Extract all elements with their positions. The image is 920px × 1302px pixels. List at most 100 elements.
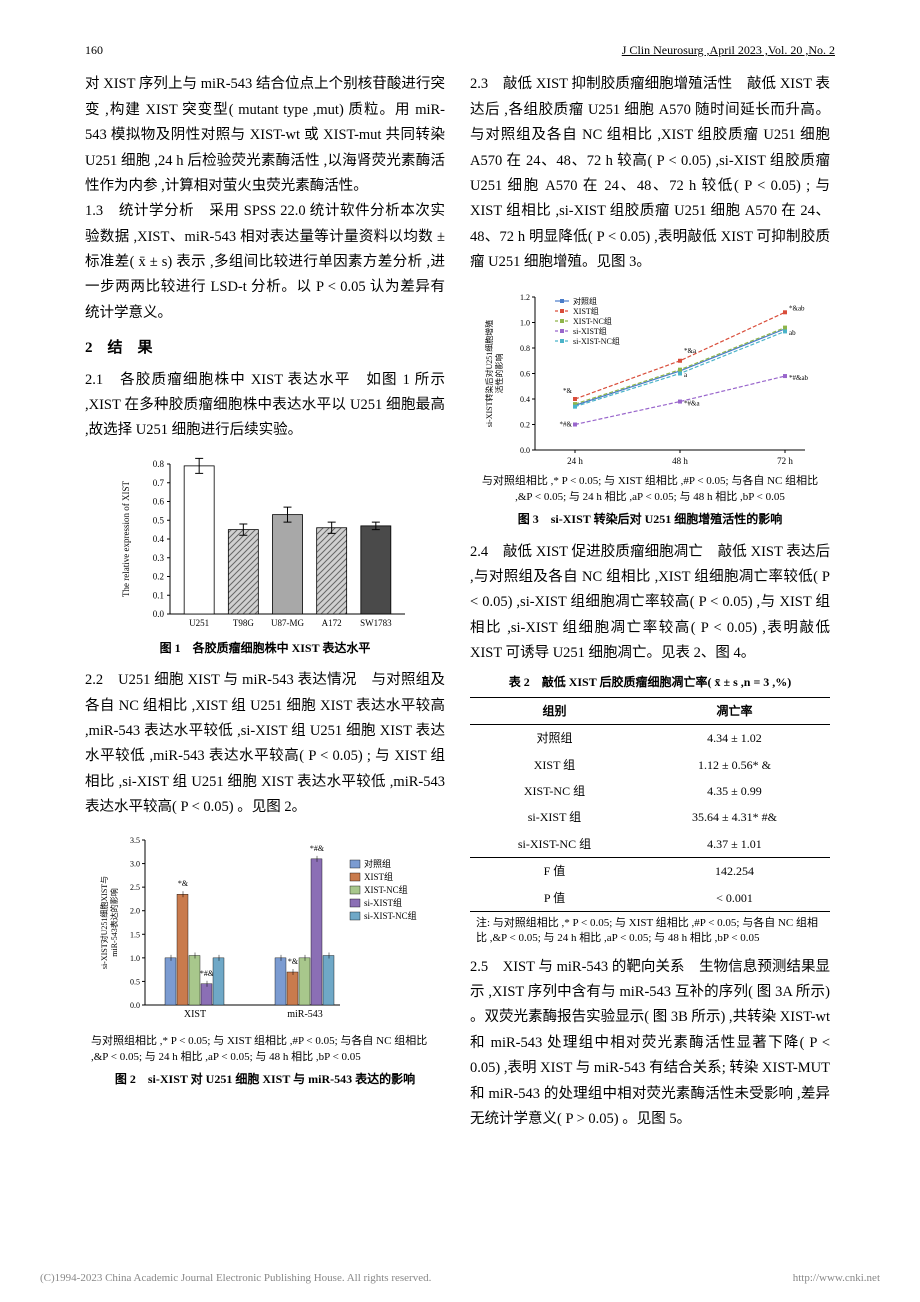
svg-text:miR-543表达的影响: miR-543表达的影响: [109, 889, 119, 957]
table-row: 对照组4.34 ± 1.02: [470, 725, 830, 752]
svg-text:0.8: 0.8: [153, 459, 165, 469]
svg-text:3.5: 3.5: [130, 836, 140, 845]
svg-text:*#&a: *#&a: [684, 400, 700, 408]
para-2-1: 2.1 各胶质瘤细胞株中 XIST 表达水平 如图 1 所示 ,XIST 在多种…: [85, 368, 445, 444]
table-row: si-XIST 组35.64 ± 4.31* #&: [470, 804, 830, 830]
svg-text:SW1783: SW1783: [360, 618, 392, 628]
table-row: si-XIST-NC 组4.37 ± 1.01: [470, 831, 830, 858]
svg-text:*&: *&: [288, 957, 299, 966]
journal-info: J Clin Neurosurg ,April 2023 ,Vol. 20 ,N…: [622, 40, 835, 60]
svg-text:0.7: 0.7: [153, 478, 165, 488]
svg-text:1.0: 1.0: [130, 954, 140, 963]
svg-text:XIST-NC组: XIST-NC组: [573, 316, 612, 326]
svg-text:A172: A172: [322, 618, 342, 628]
table-row: XIST-NC 组4.35 ± 0.99: [470, 778, 830, 804]
svg-text:0.5: 0.5: [153, 515, 165, 525]
svg-text:72 h: 72 h: [777, 456, 793, 466]
svg-text:0.8: 0.8: [520, 344, 530, 353]
page-number: 160: [85, 40, 103, 60]
svg-text:活性的影响: 活性的影响: [494, 354, 504, 394]
svg-text:0.6: 0.6: [153, 496, 165, 506]
svg-text:0.2: 0.2: [153, 571, 164, 581]
section-2-heading: 2 结 果: [85, 336, 445, 362]
footer-copyright: (C)1994-2023 China Academic Journal Elec…: [40, 1269, 431, 1288]
svg-text:*&: *&: [563, 387, 573, 395]
figure-3-caption: 图 3 si-XIST 转染后对 U251 细胞增殖活性的影响: [470, 509, 830, 529]
svg-text:U251: U251: [189, 618, 209, 628]
svg-text:U87-MG: U87-MG: [271, 618, 304, 628]
svg-text:1.5: 1.5: [130, 931, 140, 940]
para-2-5: 2.5 XIST 与 miR-543 的靶向关系 生物信息预测结果显示 ,XIS…: [470, 955, 830, 1133]
para-2-4: 2.4 敲低 XIST 促进胶质瘤细胞凋亡 敲低 XIST 表达后 ,与对照组及…: [470, 540, 830, 667]
table-col-group: 组别: [470, 697, 639, 724]
svg-text:0.5: 0.5: [130, 978, 140, 987]
svg-text:对照组: 对照组: [573, 296, 597, 306]
svg-text:1.2: 1.2: [520, 293, 530, 302]
svg-text:0.4: 0.4: [520, 395, 530, 404]
svg-text:si-XIST对U251细胞XIST与: si-XIST对U251细胞XIST与: [99, 876, 109, 969]
svg-text:*&ab: *&ab: [789, 305, 805, 313]
svg-text:XIST-NC组: XIST-NC组: [364, 884, 408, 895]
figure-3-note: 与对照组相比 ,* P < 0.05; 与 XIST 组相比 ,#P < 0.0…: [476, 474, 824, 505]
svg-text:*#&: *#&: [560, 421, 573, 429]
svg-text:0.0: 0.0: [153, 609, 165, 619]
svg-text:XIST: XIST: [184, 1009, 206, 1020]
figure-2-svg: 0.0 0.5 1.0 1.5 2.0 2.5 3.0 3.5 si-XIST对U251细胞XI…: [95, 830, 435, 1030]
svg-text:0.2: 0.2: [520, 421, 530, 430]
figure-3-svg: 0.0 0.2 0.4 0.6 0.8 1.0 1.2 si-XIST转染后对U251细胞增殖…: [480, 285, 820, 470]
svg-text:si-XIST-NC组: si-XIST-NC组: [364, 910, 417, 921]
svg-text:The relative expression of XIS: The relative expression of XIST: [121, 480, 131, 596]
table-row: P 值< 0.001: [470, 885, 830, 912]
para-stats: 1.3 统计学分析 采用 SPSS 22.0 统计软件分析本次实验数据 ,XIS…: [85, 199, 445, 326]
para-methods-1: 对 XIST 序列上与 miR-543 结合位点上个别核苷酸进行突变 ,构建 X…: [85, 72, 445, 199]
table-2-title: 表 2 敲低 XIST 后胶质瘤细胞凋亡率( x̄ ± s ,n = 3 ,%): [470, 672, 830, 692]
svg-text:*#&ab: *#&ab: [789, 374, 809, 382]
svg-text:XIST组: XIST组: [364, 871, 393, 882]
right-column: 2.3 敲低 XIST 抑制胶质瘤细胞增殖活性 敲低 XIST 表达后 ,各组胶…: [470, 72, 830, 1132]
svg-text:0.1: 0.1: [153, 590, 164, 600]
svg-text:3.0: 3.0: [130, 860, 140, 869]
figure-3: 0.0 0.2 0.4 0.6 0.8 1.0 1.2 si-XIST转染后对U251细胞增殖…: [470, 285, 830, 529]
table-2: 组别 凋亡率 对照组4.34 ± 1.02XIST 组1.12 ± 0.56* …: [470, 697, 830, 912]
footer: (C)1994-2023 China Academic Journal Elec…: [40, 1269, 880, 1288]
svg-text:T98G: T98G: [233, 618, 254, 628]
svg-text:0.6: 0.6: [520, 370, 530, 379]
svg-text:ab: ab: [789, 329, 796, 337]
table-row: XIST 组1.12 ± 0.56* &: [470, 752, 830, 778]
svg-text:0.0: 0.0: [130, 1001, 140, 1010]
left-column: 对 XIST 序列上与 miR-543 结合位点上个别核苷酸进行突变 ,构建 X…: [85, 72, 445, 1132]
figure-2: 0.0 0.5 1.0 1.5 2.0 2.5 3.0 3.5 si-XIST对U251细胞XI…: [85, 830, 445, 1089]
svg-text:*#&: *#&: [200, 969, 215, 978]
figure-2-caption: 图 2 si-XIST 对 U251 细胞 XIST 与 miR-543 表达的…: [85, 1069, 445, 1089]
svg-text:0.0: 0.0: [520, 446, 530, 455]
para-2-2: 2.2 U251 细胞 XIST 与 miR-543 表达情况 与对照组及各自 …: [85, 668, 445, 820]
figure-1-caption: 图 1 各胶质瘤细胞株中 XIST 表达水平: [85, 638, 445, 658]
figure-1-svg: 0.0 0.1 0.2 0.3 0.4 0.5 0.6 0.7 0.8 The relative …: [115, 454, 415, 634]
svg-text:2.5: 2.5: [130, 884, 140, 893]
svg-text:si-XIST转染后对U251细胞增殖: si-XIST转染后对U251细胞增殖: [484, 320, 494, 428]
svg-text:48 h: 48 h: [672, 456, 688, 466]
svg-text:0.4: 0.4: [153, 534, 165, 544]
figure-1: 0.0 0.1 0.2 0.3 0.4 0.5 0.6 0.7 0.8 The relative …: [85, 454, 445, 658]
svg-text:si-XIST-NC组: si-XIST-NC组: [573, 336, 620, 346]
svg-text:a: a: [684, 371, 688, 379]
svg-text:*#&: *#&: [310, 844, 325, 853]
svg-text:2.0: 2.0: [130, 907, 140, 916]
table-row: F 值142.254: [470, 858, 830, 885]
para-2-3: 2.3 敲低 XIST 抑制胶质瘤细胞增殖活性 敲低 XIST 表达后 ,各组胶…: [470, 72, 830, 275]
svg-text:*&: *&: [178, 880, 189, 889]
svg-text:对照组: 对照组: [364, 858, 391, 869]
svg-text:si-XIST组: si-XIST组: [573, 326, 607, 336]
svg-text:0.3: 0.3: [153, 553, 165, 563]
svg-text:1.0: 1.0: [520, 319, 530, 328]
svg-text:si-XIST组: si-XIST组: [364, 897, 402, 908]
figure-2-note: 与对照组相比 ,* P < 0.05; 与 XIST 组相比 ,#P < 0.0…: [91, 1034, 439, 1065]
table-2-note: 注: 与对照组相比 ,* P < 0.05; 与 XIST 组相比 ,#P < …: [476, 916, 824, 947]
table-col-rate: 凋亡率: [639, 697, 830, 724]
svg-text:XIST组: XIST组: [573, 306, 599, 316]
two-column-layout: 对 XIST 序列上与 miR-543 结合位点上个别核苷酸进行突变 ,构建 X…: [85, 72, 835, 1132]
svg-text:*&a: *&a: [684, 347, 697, 355]
footer-url: http://www.cnki.net: [793, 1269, 880, 1288]
svg-text:miR-543: miR-543: [287, 1009, 323, 1020]
svg-text:24 h: 24 h: [567, 456, 583, 466]
